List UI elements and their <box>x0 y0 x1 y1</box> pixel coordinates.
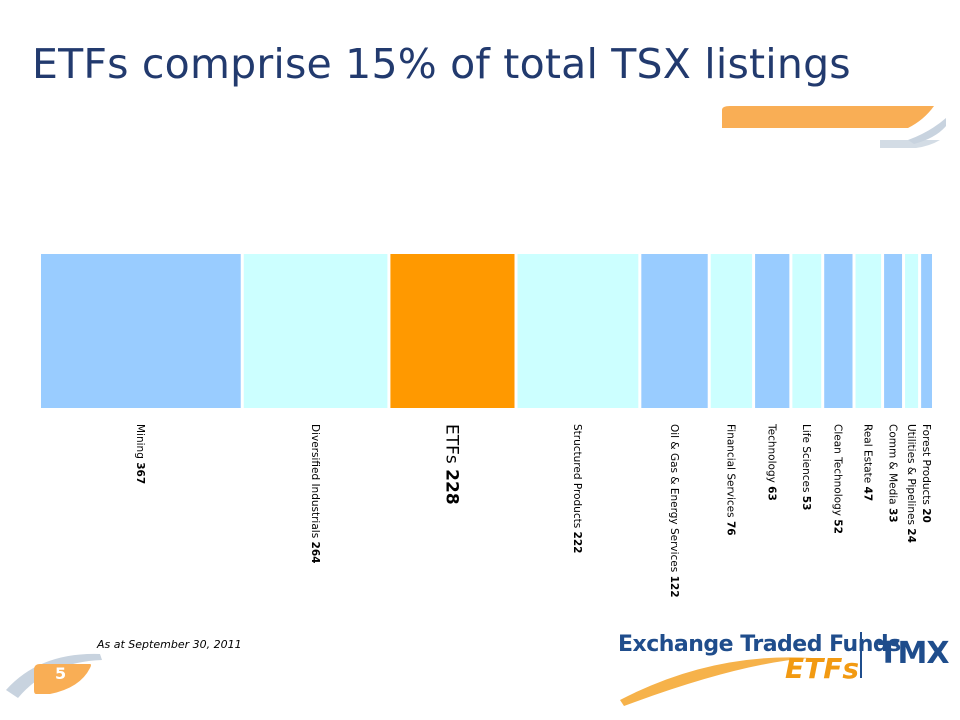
bar-segment-diversified-industrials <box>243 254 388 408</box>
bar-segment-life-sciences <box>792 254 822 408</box>
page-title: ETFs comprise 15% of total TSX listings <box>32 40 851 88</box>
gray-swoosh-tail-shape <box>880 140 940 148</box>
category-value: 222 <box>571 532 583 554</box>
category-name: Mining <box>134 424 146 462</box>
category-name: Comm & Media <box>886 424 898 508</box>
segment-label-mining: Mining 367 <box>134 424 146 484</box>
category-value: 24 <box>905 528 917 543</box>
segment-label-oil-gas-energy-services: Oil & Gas & Energy Services 122 <box>668 424 680 598</box>
logo-divider <box>860 632 862 678</box>
category-name: Life Sciences <box>800 424 812 496</box>
segment-label-utilities-pipelines: Utilities & Pipelines 24 <box>905 424 917 543</box>
bar-segment-forest-products <box>921 254 932 408</box>
bar-segment-mining <box>41 254 241 408</box>
segment-label-real-estate: Real Estate 47 <box>862 424 874 501</box>
segment-label-forest-products: Forest Products 20 <box>920 424 932 523</box>
bar-segment-financial-services <box>710 254 753 408</box>
category-value: 63 <box>766 486 778 501</box>
category-value: 264 <box>309 542 321 564</box>
logo-etfs: ETFs <box>785 652 860 685</box>
category-value: 76 <box>725 521 737 536</box>
bar-segment-utilities-pipelines <box>905 254 919 408</box>
logo-tmx: TMX <box>878 636 949 671</box>
bar-segment-technology <box>755 254 790 408</box>
category-name: Clean Technology <box>832 424 844 519</box>
category-name: Utilities & Pipelines <box>905 424 917 528</box>
bar-segment-etfs <box>390 254 515 408</box>
header-decoration <box>722 106 946 148</box>
category-value: 367 <box>134 462 146 484</box>
category-name: Real Estate <box>862 424 874 487</box>
orange-swoosh-shape <box>722 106 934 128</box>
as-at-date-note: As at September 30, 2011 <box>97 638 242 651</box>
category-value: 228 <box>442 469 462 505</box>
category-name: Diversified Industrials <box>309 424 321 542</box>
page-badge-shape <box>6 653 102 698</box>
category-name: ETFs <box>442 424 462 469</box>
segment-label-etfs: ETFs 228 <box>442 424 462 505</box>
category-name: Technology <box>766 423 778 486</box>
category-value: 53 <box>800 496 812 511</box>
category-name: Structured Products <box>571 424 583 532</box>
bar-segment-real-estate <box>855 254 882 408</box>
category-value: 33 <box>886 508 898 523</box>
logo-exchange-traded-funds: Exchange Traded Funds <box>618 632 901 657</box>
category-name: Oil & Gas & Energy Services <box>668 424 680 576</box>
bar-segment-comm-media <box>884 254 903 408</box>
category-value: 52 <box>832 519 844 534</box>
bar-segment-clean-technology <box>824 254 853 408</box>
page-number: 5 <box>55 664 67 683</box>
listings-chart: Mining 367 Diversified Industrials 264 ETF… <box>41 254 932 598</box>
category-value: 47 <box>862 487 874 502</box>
gray-swoosh-shape <box>908 118 946 144</box>
segment-label-clean-technology: Clean Technology 52 <box>832 424 844 534</box>
category-value: 122 <box>668 576 680 598</box>
bar-segment-oil-gas-energy-services <box>641 254 708 408</box>
segment-label-diversified-industrials: Diversified Industrials 264 <box>309 424 321 563</box>
bar-segment-structured-products <box>517 254 639 408</box>
category-name: Financial Services <box>725 424 737 521</box>
segment-label-financial-services: Financial Services 76 <box>725 424 737 536</box>
category-value: 20 <box>920 508 932 523</box>
segment-label-technology: Technology 63 <box>766 423 778 501</box>
segment-label-comm-media: Comm & Media 33 <box>886 424 898 523</box>
category-name: Forest Products <box>920 424 932 508</box>
segment-label-structured-products: Structured Products 222 <box>571 424 583 553</box>
segment-label-life-sciences: Life Sciences 53 <box>800 424 812 510</box>
logo-swoosh-shape <box>620 657 812 706</box>
